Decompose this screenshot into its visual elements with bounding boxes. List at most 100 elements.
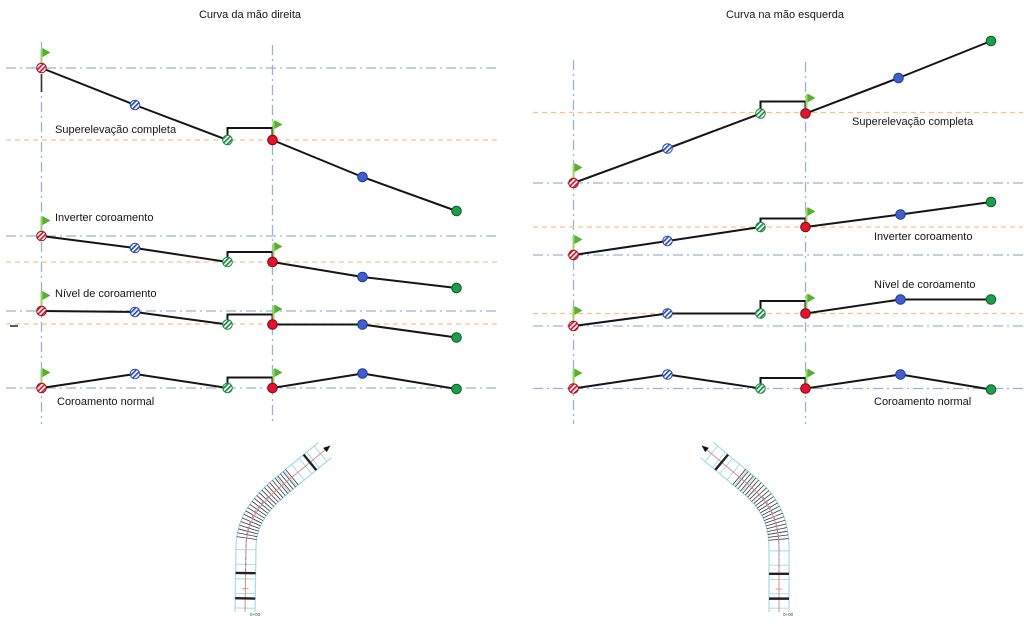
station-flag-icon	[40, 216, 51, 233]
flag-pennant	[274, 368, 283, 377]
panel-left-hand-curve	[533, 35, 1023, 424]
profile-row	[6, 48, 497, 217]
marker-green-solid	[451, 205, 462, 217]
row-label-reverse-crown-left: Inverter coroamento	[55, 212, 154, 224]
station-flag-icon	[272, 120, 283, 137]
panel-right-hand-curve	[6, 42, 497, 424]
flag-pennant	[574, 235, 583, 244]
cross-section-tick	[770, 515, 777, 519]
marker-blue-solid	[357, 368, 368, 379]
marker-blue-solid	[895, 369, 906, 380]
marker-ts-red-striped	[36, 305, 47, 317]
marker-sc-red	[800, 221, 811, 233]
cross-section-tick	[251, 514, 258, 519]
marker-blue-striped	[129, 99, 141, 111]
marker-green-striped	[755, 383, 766, 394]
station-flag-icon	[805, 293, 816, 311]
marker-sc-red	[800, 108, 811, 119]
marker-green-striped	[222, 256, 233, 268]
row-label-full-superelevation-right: Superelevação completa	[852, 116, 974, 128]
marker-green-striped	[222, 134, 233, 146]
road-plan-left-curve: 0+00	[700, 441, 794, 617]
edge-profile-line	[573, 373, 992, 391]
marker-sc-red	[800, 308, 811, 319]
marker-blue-striped	[662, 143, 673, 154]
edge-profile-line	[41, 235, 457, 289]
marker-blue-solid	[895, 209, 906, 220]
edge-profile-line	[41, 372, 457, 390]
profile-row	[533, 35, 1023, 189]
station-label: 0+00	[783, 612, 794, 617]
flag-pennant	[274, 304, 283, 314]
marker-green-striped	[222, 382, 233, 394]
station-flag-icon	[272, 304, 283, 322]
station-flag-icon	[40, 291, 51, 308]
panel-title-right-hand-curve: Curva da mão direita	[198, 9, 302, 21]
alignment-start-arrow-icon	[701, 445, 709, 453]
marker-ts-red-striped	[568, 383, 579, 394]
marker-sc-red	[267, 134, 278, 146]
row-label-level-crown-left: Nível de coroamento	[55, 288, 157, 300]
marker-green-striped	[755, 308, 766, 319]
marker-blue-solid	[357, 319, 368, 330]
marker-ts-red-striped	[568, 320, 579, 332]
marker-sc-red	[267, 382, 278, 394]
spiral-centerline-overlay	[245, 496, 269, 573]
edge-profile-line	[573, 40, 992, 184]
edge-profile-line	[41, 67, 457, 212]
marker-green-striped	[755, 221, 766, 233]
flag-pennant	[574, 306, 583, 315]
marker-blue-solid	[357, 171, 368, 183]
marker-blue-striped	[129, 242, 141, 254]
marker-green-striped	[222, 319, 233, 330]
station-flag-icon	[40, 48, 51, 65]
flag-pennant	[807, 93, 816, 103]
marker-blue-striped	[662, 369, 673, 380]
station-flag-icon	[572, 163, 583, 180]
road-surface	[700, 442, 789, 612]
row-label-reverse-crown-right: Inverter coroamento	[874, 231, 973, 243]
flag-pennant	[574, 368, 583, 378]
flag-pennant	[274, 120, 283, 129]
marker-blue-solid	[357, 271, 368, 283]
road-plan-right-curve: 0+00	[234, 441, 332, 617]
marker-green-solid	[451, 383, 462, 395]
flag-pennant	[807, 207, 816, 216]
marker-ts-red-striped	[36, 382, 47, 394]
marker-green-solid	[985, 384, 997, 395]
marker-sc-red	[267, 319, 278, 330]
marker-green-striped	[755, 108, 766, 119]
marker-ts-red-striped	[568, 249, 579, 261]
row-label-level-crown-right: Nível de coroamento	[874, 279, 976, 291]
row-label-normal-crown-left: Coroamento normal	[57, 396, 155, 408]
station-flag-icon	[272, 242, 283, 259]
profile-row	[6, 216, 497, 294]
station-label: 0+00	[250, 612, 261, 617]
marker-blue-striped	[129, 306, 141, 318]
marker-blue-solid	[895, 294, 906, 305]
station-flag-icon	[572, 368, 583, 386]
marker-blue-striped	[662, 308, 673, 319]
edge-profile-line	[573, 298, 991, 327]
marker-ts-red-striped	[36, 62, 47, 74]
station-flag-icon	[572, 235, 583, 252]
station-flag-icon	[805, 368, 816, 386]
cross-section-tick	[714, 453, 729, 471]
marker-sc-red	[267, 256, 278, 268]
flag-pennant	[42, 368, 51, 377]
flag-pennant	[574, 163, 583, 172]
marker-blue-striped	[662, 235, 673, 247]
edge-profile-line	[573, 201, 992, 256]
flag-pennant	[42, 216, 51, 225]
cross-section-tick	[302, 453, 318, 471]
flag-pennant	[274, 242, 283, 251]
marker-ts-red-striped	[568, 177, 579, 189]
row-label-full-superelevation-left: Superelevação completa	[55, 124, 177, 136]
panel-title-left-hand-curve: Curva na mão esquerda	[725, 9, 844, 21]
profile-row	[533, 368, 1023, 395]
marker-green-solid	[985, 294, 997, 305]
station-flag-icon	[805, 93, 816, 111]
marker-green-solid	[985, 35, 997, 47]
marker-ts-red-striped	[36, 230, 47, 242]
